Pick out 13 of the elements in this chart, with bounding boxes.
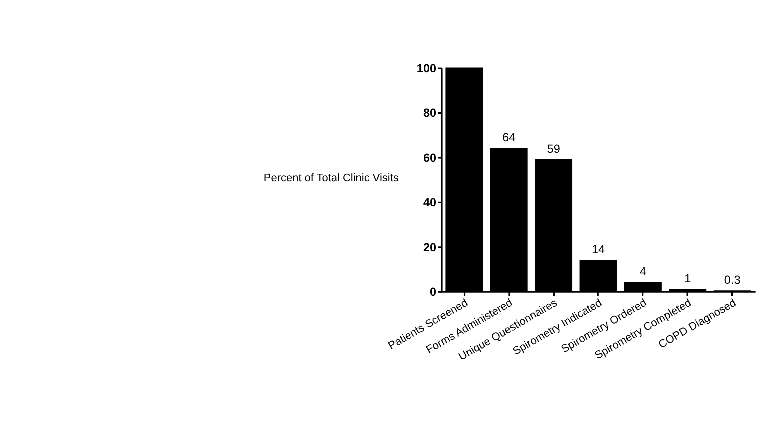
y-axis-title: Percent of Total Clinic Visits bbox=[264, 172, 400, 185]
y-tick-label: 60 bbox=[423, 152, 437, 165]
y-tick-label: 100 bbox=[416, 62, 437, 76]
y-tick-label: 40 bbox=[423, 196, 437, 210]
data-label: 0.3 bbox=[724, 274, 742, 288]
data-label: 1 bbox=[684, 272, 692, 286]
y-tick-label: 20 bbox=[423, 241, 437, 254]
data-label: 4 bbox=[640, 266, 647, 279]
data-label: 64 bbox=[502, 132, 516, 145]
data-label: 14 bbox=[592, 243, 606, 256]
y-tick-label: 80 bbox=[423, 107, 437, 120]
data-label: 59 bbox=[547, 142, 560, 156]
y-tick-label: 0 bbox=[430, 286, 437, 300]
